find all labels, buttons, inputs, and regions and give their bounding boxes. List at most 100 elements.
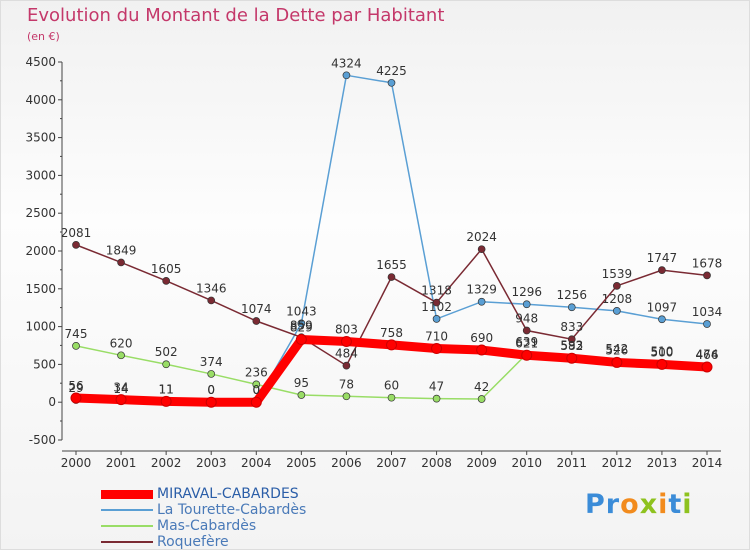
data-label: 1655	[376, 258, 407, 272]
logo-letter: x	[639, 489, 659, 520]
y-tick-label: 4500	[25, 55, 56, 69]
data-point	[703, 320, 711, 328]
data-point	[387, 78, 396, 87]
chart-legend: MIRAVAL-CABARDES La Tourette-Cabardès Mas-…	[101, 486, 306, 550]
y-tick-label: 3500	[25, 131, 56, 145]
data-label: 95	[294, 376, 309, 390]
data-point	[72, 241, 80, 249]
data-label: 0	[252, 383, 260, 397]
data-label: 11	[159, 382, 174, 396]
data-label: 1043	[286, 304, 317, 318]
data-label: 829	[290, 321, 313, 335]
logo-letter: P	[585, 489, 606, 520]
data-label: 11	[159, 382, 174, 396]
logo-letter: i	[682, 489, 693, 520]
data-label: 484	[335, 347, 358, 361]
data-label: 474	[696, 347, 719, 361]
data-point	[656, 358, 668, 370]
data-point	[117, 258, 125, 267]
legend-label: MIRAVAL-CABARDES	[157, 486, 299, 502]
x-tick-label: 2009	[466, 456, 497, 470]
data-point	[252, 317, 261, 325]
data-label: 1318	[421, 284, 452, 298]
data-label: 34	[113, 381, 128, 395]
y-tick-label: -500	[29, 433, 56, 447]
data-point	[567, 303, 576, 312]
data-label: 758	[380, 326, 403, 340]
data-label: 1034	[692, 305, 723, 319]
data-label: 639	[515, 335, 538, 349]
data-point	[476, 344, 488, 356]
data-label: 948	[515, 312, 538, 326]
data-label: 1296	[511, 285, 542, 299]
data-label: 745	[65, 327, 88, 341]
data-label: 1097	[647, 300, 678, 314]
data-label: 620	[110, 336, 133, 350]
data-label: 859	[290, 318, 313, 332]
data-label: 621	[515, 336, 538, 350]
legend-item: Roquefère	[101, 534, 306, 550]
x-tick-label: 2008	[421, 456, 452, 470]
data-label: 500	[650, 345, 673, 359]
legend-label: Mas-Cabardès	[157, 518, 257, 534]
data-label: 582	[560, 339, 583, 353]
data-point	[340, 335, 352, 347]
y-tick-label: 3000	[25, 168, 56, 182]
data-point	[566, 352, 578, 364]
logo-letter: t	[668, 489, 683, 520]
data-point	[477, 297, 486, 306]
data-point	[431, 343, 443, 355]
y-tick-label: 1500	[25, 282, 56, 296]
data-label: 1346	[196, 281, 227, 295]
data-point	[115, 394, 127, 406]
data-label: 526	[605, 343, 628, 357]
data-label: 29	[68, 381, 83, 395]
data-label: 1849	[106, 243, 137, 257]
data-point	[658, 266, 666, 274]
data-point	[522, 300, 531, 309]
legend-swatch	[101, 541, 153, 543]
data-label: 510	[650, 345, 673, 359]
data-point	[250, 396, 262, 408]
x-tick-label: 2006	[331, 456, 362, 470]
x-tick-label: 2010	[511, 456, 542, 470]
logo-letter: i	[658, 489, 669, 520]
data-label: 502	[155, 345, 178, 359]
data-point	[342, 361, 351, 370]
data-point	[297, 319, 306, 328]
data-label: 0	[207, 383, 215, 397]
data-label: 2081	[61, 226, 92, 240]
data-label: 1747	[647, 251, 678, 265]
legend-swatch	[101, 509, 153, 511]
data-point	[162, 360, 170, 369]
data-label: 833	[560, 320, 583, 334]
data-label: 1678	[692, 256, 723, 270]
x-tick-label: 2003	[196, 456, 227, 470]
y-tick-label: 500	[33, 357, 56, 371]
data-label: 803	[335, 322, 358, 336]
data-point	[703, 271, 711, 280]
chart-title: Evolution du Montant de la Dette par Hab…	[27, 5, 445, 26]
data-point	[162, 277, 170, 285]
data-point	[117, 351, 125, 360]
legend-item: La Tourette-Cabardès	[101, 502, 306, 518]
data-label: 690	[470, 331, 493, 345]
data-label: 4324	[331, 56, 362, 70]
data-label: 2024	[466, 230, 497, 244]
data-point	[477, 395, 486, 403]
data-label: 1539	[602, 267, 633, 281]
data-point	[72, 342, 80, 350]
x-tick-label: 2007	[376, 456, 407, 470]
data-label: 47	[429, 380, 444, 394]
x-tick-label: 2000	[61, 456, 92, 470]
data-point	[522, 326, 531, 335]
data-point	[160, 395, 172, 407]
data-point	[387, 273, 396, 281]
data-point	[658, 315, 666, 324]
data-label: 4225	[376, 64, 407, 78]
data-label: 78	[339, 377, 354, 391]
data-point	[611, 356, 623, 368]
x-tick-label: 2013	[647, 456, 678, 470]
